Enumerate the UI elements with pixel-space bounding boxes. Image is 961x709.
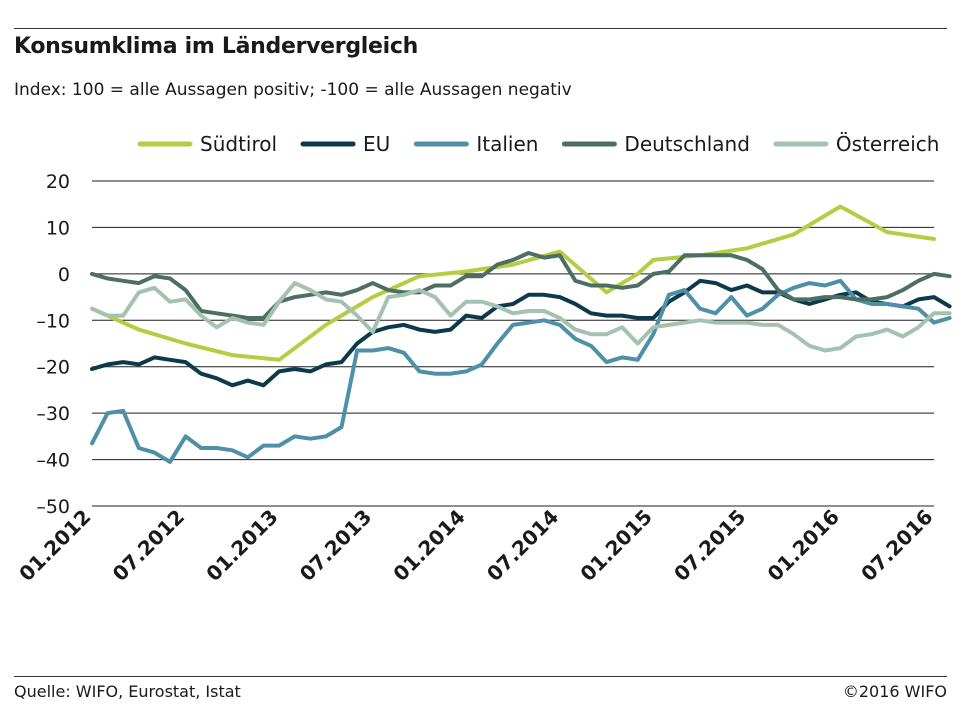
y-tick-label: –10	[36, 310, 70, 332]
y-tick-label: –20	[36, 357, 70, 379]
bottom-rule	[14, 676, 947, 677]
y-axis-ticks: 20 10 0 –10 –20 –30 –40 –50	[36, 171, 70, 518]
source-note: Quelle: WIFO, Eurostat, Istat	[14, 682, 241, 701]
x-tick-label: 01.2015	[575, 505, 656, 586]
y-tick-label: –50	[36, 496, 70, 518]
legend-label: EU	[363, 132, 390, 156]
series-line-südtirol	[90, 204, 936, 362]
x-tick-label: 07.2012	[108, 505, 189, 586]
legend-label: Deutschland	[624, 132, 750, 156]
x-tick-label: 07.2016	[856, 505, 937, 586]
y-tick-label: 0	[58, 264, 70, 286]
x-tick-label: 01.2013	[201, 505, 282, 586]
legend: Südtirol EU Italien Deutschland Österreich	[137, 132, 940, 156]
x-tick-label: 07.2015	[669, 505, 750, 586]
line-chart: Südtirol EU Italien Deutschland Österreich 2…	[14, 132, 952, 586]
legend-label: Italien	[476, 132, 538, 156]
legend-label: Südtirol	[200, 132, 277, 156]
x-tick-label: 07.2014	[482, 505, 563, 586]
series-line-eu	[90, 278, 952, 388]
series-line-italien	[90, 278, 952, 464]
x-axis-ticks: 01.2012 07.2012 01.2013 07.2013 01.2014 07.20…	[14, 505, 937, 586]
series-line-österreich	[90, 281, 952, 353]
x-tick-label: 01.2014	[388, 505, 469, 586]
y-tick-label: 20	[46, 171, 70, 193]
y-tick-label: 10	[46, 217, 70, 239]
y-tick-label: –40	[36, 450, 70, 472]
chart-title: Konsumklima im Ländervergleich	[14, 34, 418, 59]
chart-subtitle: Index: 100 = alle Aussagen positiv; -100…	[14, 80, 572, 100]
series-lines	[90, 204, 952, 464]
series-line-deutschland	[90, 251, 952, 320]
y-tick-label: –30	[36, 403, 70, 425]
top-rule	[14, 28, 947, 29]
x-tick-label: 01.2016	[763, 505, 844, 586]
legend-label: Österreich	[836, 132, 940, 156]
x-tick-label: 07.2013	[295, 505, 376, 586]
copyright-note: ©2016 WIFO	[842, 682, 947, 701]
